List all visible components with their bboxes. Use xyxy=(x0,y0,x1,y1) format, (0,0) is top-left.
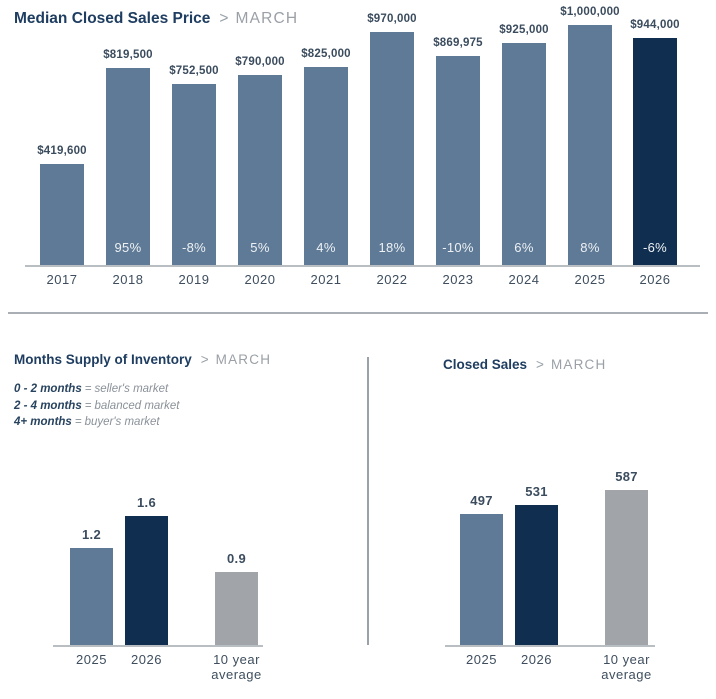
bar-2026 xyxy=(125,516,168,645)
legend-definition: buyer's market xyxy=(84,416,160,428)
chart-subtitle-month: MARCH xyxy=(215,352,272,367)
x-axis-label: 2018 xyxy=(112,272,144,287)
x-axis-label: 2023 xyxy=(442,272,474,287)
legend-row-sellers-market: 0 - 2 months = seller's market xyxy=(14,381,179,398)
x-axis-line xyxy=(25,265,700,267)
months-supply-chart-title: Months Supply of Inventory > MARCH xyxy=(14,352,271,367)
legend-row-buyers-market: 4+ months = buyer's market xyxy=(14,414,179,431)
bar-2024: 6% xyxy=(502,43,546,265)
legend-term: 4+ months xyxy=(14,416,72,428)
x-axis-label: 2024 xyxy=(508,272,540,287)
bar-value-label: 531 xyxy=(525,484,548,499)
bar-pct-label: 5% xyxy=(250,240,270,255)
bar-value-label: $819,500 xyxy=(103,49,153,61)
chevron-right-icon: > xyxy=(219,10,229,27)
horizontal-divider xyxy=(8,312,708,314)
x-axis-label: 2021 xyxy=(310,272,342,287)
legend-definition: balanced market xyxy=(94,399,180,412)
x-axis-line xyxy=(445,645,655,647)
bar-2025 xyxy=(70,548,113,645)
x-axis-label: 2025 xyxy=(466,652,497,667)
bar-2019: -8% xyxy=(172,84,216,265)
x-axis-label: 2026 xyxy=(131,652,162,667)
legend-equals: = xyxy=(84,399,92,412)
bar-value-label: $825,000 xyxy=(301,48,351,60)
bar-2021: 4% xyxy=(304,67,348,265)
x-axis-label: 10 year average xyxy=(211,652,262,682)
bar-pct-label: -10% xyxy=(442,240,474,255)
chart-subtitle-month: MARCH xyxy=(235,10,299,27)
legend-equals: = xyxy=(84,383,92,395)
bar-value-label: 587 xyxy=(615,469,638,484)
bar-2020: 5% xyxy=(238,75,282,265)
bar-pct-label: 6% xyxy=(514,240,534,255)
bar-pct-label: -8% xyxy=(181,240,207,255)
bar-2026 xyxy=(515,505,558,645)
chart-title-text: Median Closed Sales Price xyxy=(14,10,211,27)
x-axis-label: 2022 xyxy=(376,272,408,287)
bar-value-label: 497 xyxy=(470,493,493,508)
bar-pct-label: 95% xyxy=(114,240,142,255)
bar-value-label: $970,000 xyxy=(367,13,417,25)
x-axis-label: 2019 xyxy=(178,272,210,287)
bar-value-label: 0.9 xyxy=(227,551,246,566)
bar-2022: 18% xyxy=(370,32,414,265)
bar-pct-label: -6% xyxy=(642,240,668,255)
bar-2018: 95% xyxy=(106,68,150,265)
bar-2023: -10% xyxy=(436,56,480,265)
bar-10-year-average xyxy=(605,490,648,645)
bar-2026: -6% xyxy=(633,38,677,265)
bar-2025 xyxy=(460,514,503,645)
bar-value-label: 1.6 xyxy=(137,495,156,510)
x-axis-label: 10 year average xyxy=(601,652,652,682)
supply-legend: 0 - 2 months = seller's market 2 - 4 month… xyxy=(14,381,179,431)
closed-sales-chart-title: Closed Sales > MARCH xyxy=(443,357,606,372)
bar-value-label: $944,000 xyxy=(630,19,680,31)
bar-pct-label: 18% xyxy=(378,240,406,255)
bar-value-label: $869,975 xyxy=(433,37,483,49)
chart-title-text: Months Supply of Inventory xyxy=(14,352,192,367)
bar-pct-label: 4% xyxy=(316,240,336,255)
x-axis-label: 2020 xyxy=(244,272,276,287)
bar-value-label: $752,500 xyxy=(169,65,219,77)
chart-subtitle-month: MARCH xyxy=(550,357,607,372)
legend-equals: = xyxy=(74,416,82,428)
x-axis-label: 2025 xyxy=(574,272,606,287)
chevron-right-icon: > xyxy=(536,357,544,372)
chart-title-text: Closed Sales xyxy=(443,357,528,372)
bar-value-label: $925,000 xyxy=(499,24,549,36)
vertical-divider xyxy=(367,357,369,645)
bar-value-label: $419,600 xyxy=(37,145,87,157)
legend-term: 0 - 2 months xyxy=(14,383,82,395)
bar-2025: 8% xyxy=(568,25,612,265)
bar-2017 xyxy=(40,164,84,265)
x-axis-label: 2026 xyxy=(521,652,552,667)
x-axis-label: 2017 xyxy=(46,272,78,287)
x-axis-label: 2025 xyxy=(76,652,107,667)
chevron-right-icon: > xyxy=(200,352,209,367)
bar-value-label: 1.2 xyxy=(82,527,101,542)
median-price-chart-title: Median Closed Sales Price > MARCH xyxy=(14,10,298,28)
legend-term: 2 - 4 months xyxy=(14,399,82,412)
bar-10-year-average xyxy=(215,572,258,645)
x-axis-line xyxy=(53,645,263,647)
x-axis-label: 2026 xyxy=(639,272,671,287)
bar-value-label: $790,000 xyxy=(235,56,285,68)
legend-row-balanced-market: 2 - 4 months = balanced market xyxy=(14,398,179,415)
legend-definition: seller's market xyxy=(94,383,169,395)
bar-pct-label: 8% xyxy=(580,240,600,255)
bar-value-label: $1,000,000 xyxy=(560,6,620,18)
